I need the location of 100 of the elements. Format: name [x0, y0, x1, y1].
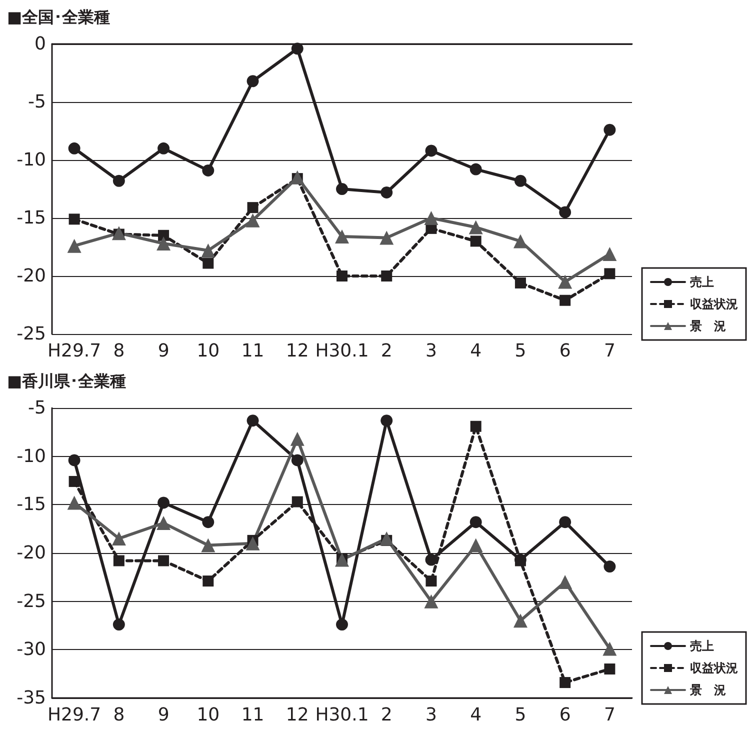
- point: [112, 618, 125, 631]
- point: [113, 555, 124, 566]
- legend-label: 景 況: [689, 319, 726, 333]
- x-tick-label: 5: [514, 704, 526, 726]
- x-tick-label: H29.7: [47, 704, 102, 726]
- point: [604, 664, 616, 674]
- point: [246, 414, 259, 427]
- point: [246, 75, 259, 88]
- x-tick-label: 3: [426, 704, 437, 726]
- point: [468, 538, 483, 552]
- point: [291, 454, 304, 466]
- x-tick-label: 11: [241, 704, 264, 726]
- legend-label: 収益状況: [690, 297, 738, 311]
- point: [246, 213, 260, 228]
- point: [335, 230, 349, 244]
- y-tick-label: -20: [16, 542, 46, 564]
- x-tick-label: H30.1: [315, 340, 369, 362]
- point: [513, 614, 528, 628]
- point: [336, 270, 348, 282]
- y-tick-label: -30: [16, 639, 46, 660]
- point: [604, 560, 616, 573]
- x-tick-label: 8: [113, 340, 125, 362]
- x-tick-label: 2: [380, 340, 392, 362]
- point: [425, 144, 438, 157]
- point: [336, 618, 348, 631]
- point: [470, 516, 482, 528]
- point: [426, 576, 437, 587]
- y-tick-label: -25: [16, 324, 46, 344]
- point: [247, 202, 258, 214]
- x-tick-label: 4: [470, 340, 482, 362]
- point: [514, 277, 526, 288]
- point: [468, 220, 483, 234]
- point: [336, 183, 348, 195]
- point: [202, 516, 214, 528]
- point: [604, 124, 616, 136]
- point: [560, 677, 571, 688]
- legend-label: 景 況: [689, 683, 726, 697]
- x-tick-label: 10: [196, 340, 220, 362]
- point: [380, 230, 394, 245]
- y-tick-label: -10: [16, 446, 46, 467]
- point: [158, 142, 170, 154]
- x-tick-label: 7: [604, 704, 616, 726]
- point: [68, 454, 80, 466]
- x-tick-label: 10: [196, 704, 220, 726]
- y-tick-label: -5: [28, 92, 46, 112]
- point: [513, 234, 528, 248]
- point: [158, 496, 170, 509]
- point: [158, 230, 170, 241]
- point: [559, 206, 572, 218]
- legend-label: 売上: [690, 275, 714, 289]
- point: [425, 554, 438, 566]
- point: [202, 576, 214, 587]
- chart-title: ■全国･全業種: [7, 8, 110, 26]
- point: [424, 594, 438, 608]
- x-tick-label: 3: [426, 340, 437, 362]
- point: [201, 243, 216, 258]
- x-tick-label: 2: [380, 704, 392, 726]
- x-tick-label: 9: [158, 340, 170, 362]
- point: [67, 496, 82, 510]
- point: [560, 294, 571, 306]
- point: [292, 496, 303, 508]
- point: [156, 236, 171, 251]
- point: [514, 174, 526, 187]
- point: [201, 538, 216, 552]
- x-tick-label: 12: [286, 704, 309, 726]
- point: [291, 42, 304, 55]
- point: [558, 575, 572, 589]
- point: [158, 555, 170, 566]
- point: [112, 174, 125, 187]
- y-tick-label: -25: [16, 590, 46, 612]
- legend-label: 売上: [690, 639, 714, 653]
- point: [424, 211, 438, 225]
- point: [246, 536, 260, 550]
- point: [68, 476, 80, 487]
- point: [68, 142, 80, 154]
- x-tick-label: 6: [559, 340, 571, 362]
- y-tick-label: 0: [34, 34, 46, 54]
- point: [470, 163, 482, 176]
- legend-label: 収益状況: [690, 661, 738, 675]
- point: [202, 258, 214, 269]
- y-tick-label: -20: [16, 266, 46, 286]
- point: [470, 236, 482, 247]
- point: [380, 186, 393, 198]
- x-tick-label: 7: [604, 340, 616, 362]
- point: [381, 270, 392, 282]
- y-tick-label: -5: [28, 398, 46, 418]
- x-tick-label: 8: [113, 704, 125, 726]
- point: [290, 170, 304, 184]
- point: [290, 432, 304, 446]
- y-tick-label: -35: [16, 688, 46, 708]
- x-tick-label: 11: [241, 340, 264, 362]
- point: [112, 532, 126, 546]
- x-tick-label: H29.7: [47, 340, 102, 362]
- point: [559, 516, 572, 528]
- point: [380, 532, 394, 546]
- chart-title: ■香川県･全業種: [7, 372, 126, 390]
- point: [470, 420, 482, 432]
- point: [156, 516, 171, 530]
- y-tick-label: -15: [16, 208, 46, 228]
- x-tick-label: H30.1: [315, 704, 369, 726]
